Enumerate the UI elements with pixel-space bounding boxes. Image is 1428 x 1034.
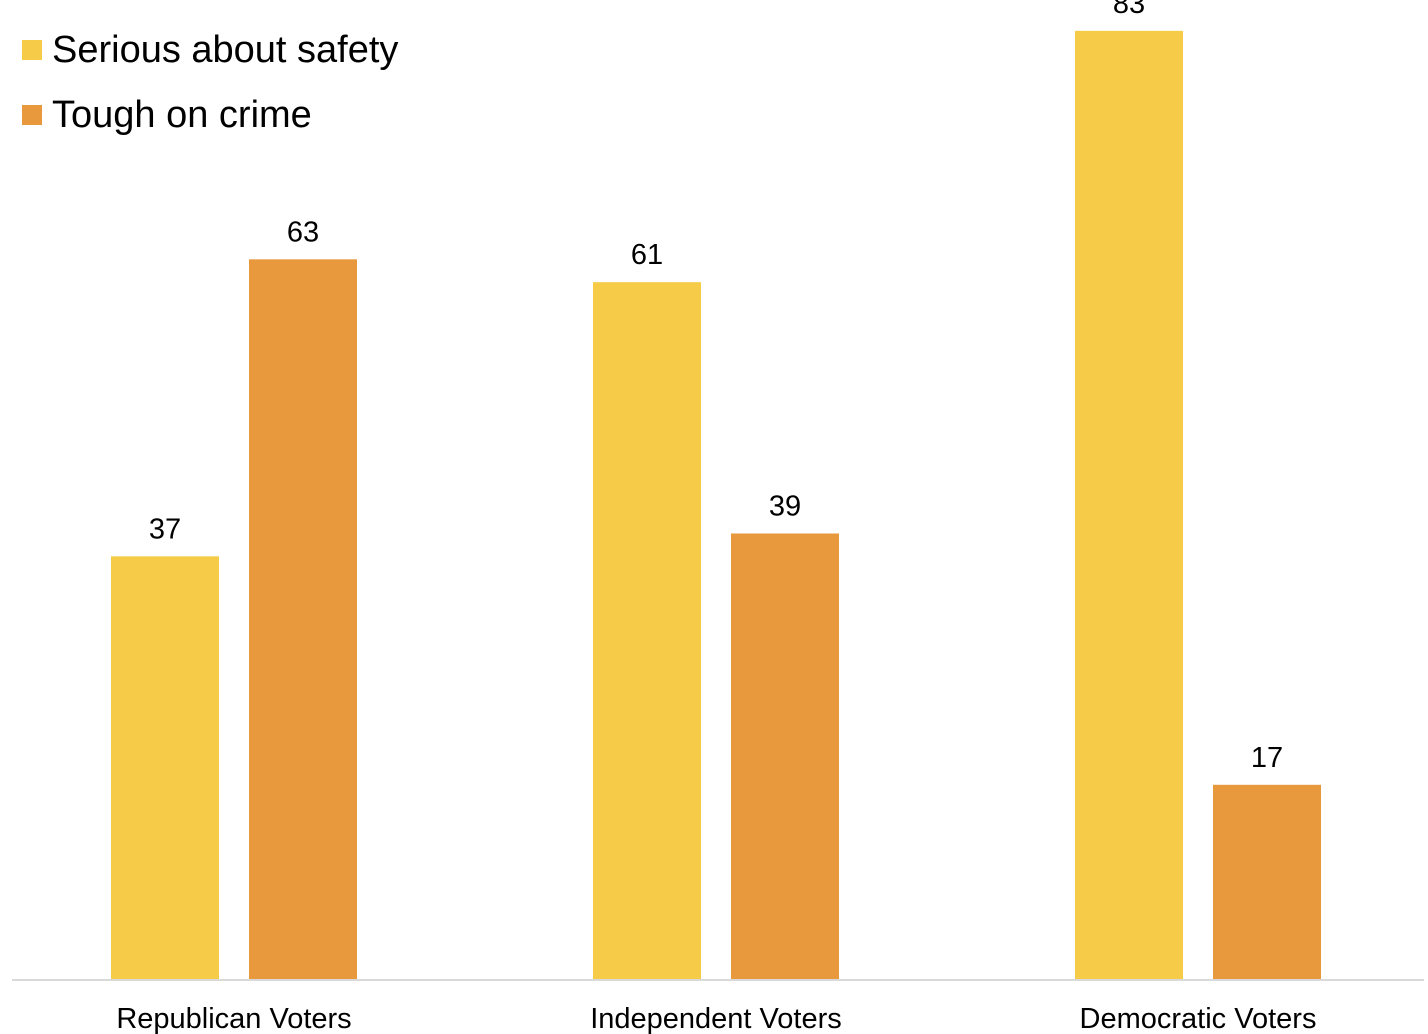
data-label-independent-voters-tough-on-crime: 39 bbox=[769, 490, 801, 522]
data-label-republican-voters-tough-on-crime: 63 bbox=[287, 216, 319, 248]
bar-republican-voters-tough-on-crime bbox=[249, 259, 357, 980]
legend-item-serious-about-safety: Serious about safety bbox=[22, 26, 398, 74]
x-tick-label-republican-voters: Republican Voters bbox=[116, 1003, 351, 1034]
bar-independent-voters-serious-about-safety bbox=[593, 282, 701, 980]
data-label-democratic-voters-tough-on-crime: 17 bbox=[1251, 742, 1283, 774]
legend: Serious about safety Tough on crime bbox=[22, 26, 398, 156]
data-label-republican-voters-serious-about-safety: 37 bbox=[149, 513, 181, 545]
legend-item-tough-on-crime: Tough on crime bbox=[22, 91, 398, 139]
legend-swatch-serious-about-safety bbox=[22, 40, 42, 60]
bar-democratic-voters-tough-on-crime bbox=[1213, 784, 1321, 979]
bar-republican-voters-serious-about-safety bbox=[111, 556, 219, 979]
legend-label-serious-about-safety: Serious about safety bbox=[52, 28, 399, 71]
legend-label-tough-on-crime: Tough on crime bbox=[52, 93, 312, 136]
x-tick-label-independent-voters: Independent Voters bbox=[590, 1003, 842, 1034]
bar-independent-voters-tough-on-crime bbox=[731, 533, 839, 979]
bar-democratic-voters-serious-about-safety bbox=[1075, 30, 1183, 980]
x-tick-label-democratic-voters: Democratic Voters bbox=[1080, 1003, 1317, 1034]
data-label-independent-voters-serious-about-safety: 61 bbox=[631, 239, 663, 271]
data-label-democratic-voters-serious-about-safety: 83 bbox=[1113, 0, 1145, 20]
legend-swatch-tough-on-crime bbox=[22, 105, 42, 125]
